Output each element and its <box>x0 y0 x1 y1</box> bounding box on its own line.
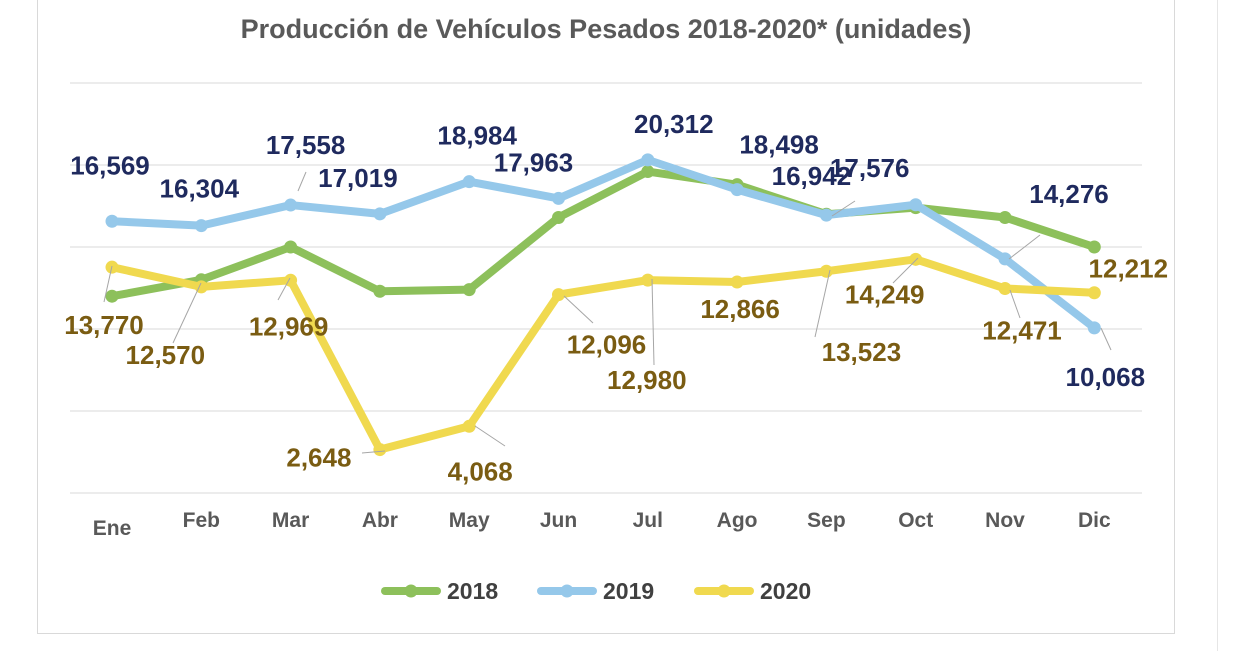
legend-label-2018: 2018 <box>447 578 498 604</box>
leader-line <box>831 200 856 217</box>
data-label-2019: 17,558 <box>266 130 346 160</box>
x-tick-label: Feb <box>183 509 220 532</box>
data-point-2019 <box>462 175 476 189</box>
leader-line <box>474 425 506 447</box>
x-tick-label: Abr <box>362 509 398 532</box>
series-line-2019 <box>108 155 1099 332</box>
data-label-2020: 2,648 <box>286 443 351 473</box>
leader-line <box>563 295 594 324</box>
data-point-2019 <box>819 208 833 222</box>
data-label-2019: 16,569 <box>70 150 150 180</box>
data-label-2020: 12,096 <box>567 330 647 360</box>
leader-line <box>651 278 655 366</box>
data-label-2020: 13,770 <box>64 310 144 340</box>
data-label-2020: 14,249 <box>845 279 925 309</box>
leader-line <box>892 257 919 284</box>
data-point-2018 <box>1087 240 1101 254</box>
leader-line <box>361 450 386 454</box>
x-tick-label: Dic <box>1078 509 1111 532</box>
data-label-2019: 14,276 <box>1029 179 1109 209</box>
data-point-2020 <box>909 252 923 266</box>
data-label-2020: 4,068 <box>448 456 513 486</box>
data-point-2020 <box>462 419 476 433</box>
data-point-2019 <box>1087 321 1101 335</box>
leader-line <box>1008 234 1041 260</box>
data-point-2018 <box>284 240 298 254</box>
leader-line <box>814 269 831 338</box>
data-label-2019: 17,576 <box>830 153 910 183</box>
data-point-2019 <box>998 252 1012 266</box>
data-point-2020 <box>1087 286 1101 300</box>
leader-line <box>1009 289 1021 319</box>
leader-line <box>277 277 291 301</box>
legend-label-2020: 2020 <box>760 578 811 604</box>
data-label-2019: 16,942 <box>772 161 852 191</box>
data-point-2018 <box>462 283 476 297</box>
data-label-2019: 18,984 <box>437 121 517 151</box>
x-tick-label: Jul <box>633 509 663 532</box>
x-tick-label: Jun <box>540 509 577 532</box>
data-point-2018 <box>641 165 655 179</box>
x-tick-label: May <box>449 509 490 532</box>
series-line-2020 <box>108 255 1099 454</box>
data-label-2020: 12,969 <box>249 311 329 341</box>
data-label-2019: 17,019 <box>318 163 398 193</box>
data-point-2019 <box>730 183 744 197</box>
data-label-2020: 12,980 <box>607 365 687 395</box>
data-point-2020 <box>552 288 565 302</box>
leader-line <box>1100 327 1112 351</box>
data-label-2020: 12,471 <box>982 315 1062 345</box>
data-label-2019: 10,068 <box>1066 362 1146 392</box>
data-label-2019: 17,963 <box>494 147 574 177</box>
x-tick-label: Sep <box>807 509 846 532</box>
data-point-2020 <box>730 275 744 289</box>
data-label-2020: 12,570 <box>126 340 206 370</box>
data-label-2020: 12,212 <box>1089 254 1169 284</box>
x-tick-label: Ene <box>93 517 132 540</box>
data-point-2018 <box>105 289 119 303</box>
legend-marker-2018 <box>404 584 418 598</box>
chart-frame <box>37 0 1175 634</box>
data-label-2019: 18,498 <box>739 130 819 160</box>
data-label-2020: 13,523 <box>822 337 902 367</box>
legend-marker-2020 <box>717 584 731 598</box>
data-label-2019: 20,312 <box>634 109 714 139</box>
data-point-2019 <box>284 198 298 212</box>
data-point-2019 <box>105 214 119 228</box>
data-point-2020 <box>373 443 387 457</box>
data-point-2019 <box>552 191 565 205</box>
x-tick-label: Oct <box>898 509 933 532</box>
leader-line <box>172 282 202 344</box>
data-point-2020 <box>998 281 1012 295</box>
legend-label-2019: 2019 <box>603 578 654 604</box>
data-label-2019: 16,304 <box>160 174 240 204</box>
data-point-2019 <box>909 198 923 212</box>
x-tick-label: Ago <box>717 509 758 532</box>
data-point-2019 <box>373 207 387 221</box>
data-label-2020: 12,866 <box>700 294 780 324</box>
leader-line <box>103 265 113 303</box>
data-point-2018 <box>552 210 565 224</box>
data-point-2019 <box>641 153 655 167</box>
x-tick-label: Nov <box>985 509 1025 532</box>
data-point-2020 <box>641 273 655 287</box>
side-divider <box>1217 0 1218 651</box>
data-point-2019 <box>194 219 208 233</box>
series-line-2018 <box>108 167 1099 301</box>
leader-line <box>297 171 307 192</box>
data-point-2018 <box>998 210 1012 224</box>
x-tick-label: Mar <box>272 509 309 532</box>
data-point-2018 <box>373 284 387 298</box>
chart-title: Producción de Vehículos Pesados 2018-202… <box>241 14 972 44</box>
legend-marker-2019 <box>560 584 574 598</box>
data-point-2020 <box>819 264 833 278</box>
